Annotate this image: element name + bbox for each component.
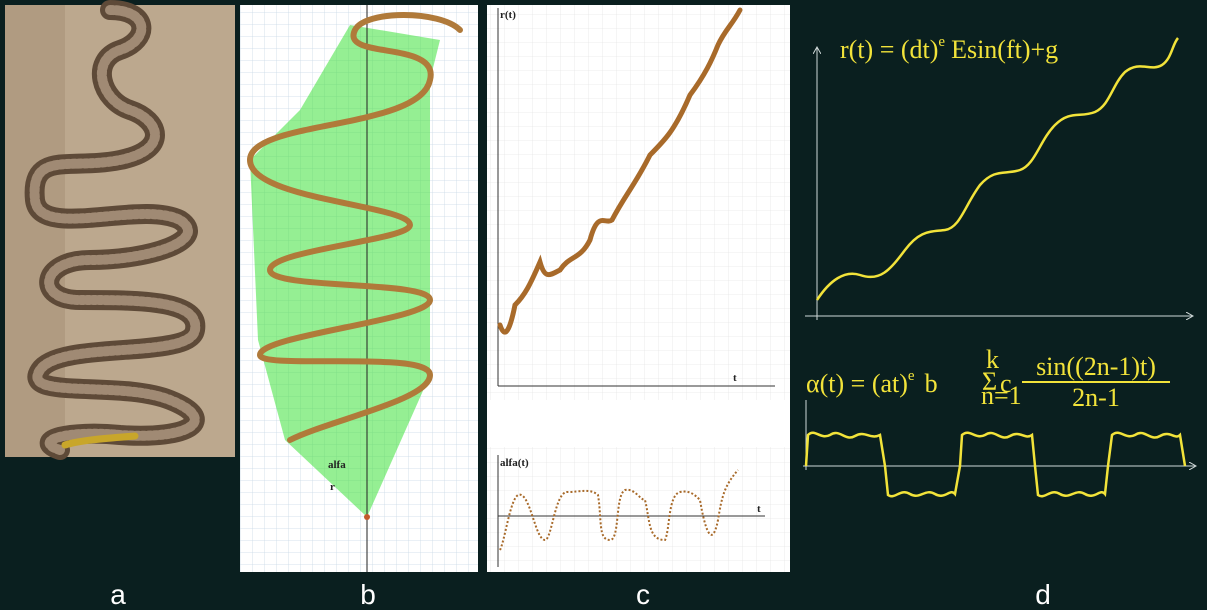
- formula-part: c: [1000, 369, 1012, 398]
- panel-a: [5, 5, 235, 457]
- panel-b: alfa r: [240, 5, 478, 572]
- x-axis-label: t: [757, 503, 761, 515]
- panel-label: c: [636, 579, 650, 610]
- formula-numerator: sin((2n-1)t): [1036, 352, 1156, 381]
- panel-c: r(t) t alfa(t) t: [487, 5, 790, 572]
- panel-label: a: [110, 579, 126, 610]
- formula-upper: k: [986, 345, 999, 374]
- formula-denominator: 2n-1: [1072, 383, 1120, 412]
- y-axis-label: r(t): [500, 9, 516, 21]
- formula-part: Esin(ft)+g: [951, 35, 1058, 64]
- annotation: r: [330, 481, 335, 493]
- panel-label: b: [360, 579, 376, 610]
- formula-sup: e: [908, 368, 915, 384]
- formula-part: b: [925, 369, 938, 398]
- formula-part: α(t) = (at): [806, 369, 908, 398]
- y-axis-label: alfa(t): [500, 457, 529, 469]
- figure: alfa r r(t) t alfa(t) t r(t) = (dt)eEsin…: [0, 0, 1207, 610]
- formula-part: r(t) = (dt): [840, 35, 938, 64]
- annotation: alfa: [328, 459, 346, 471]
- panel-label: d: [1035, 579, 1051, 610]
- formula-sup: e: [938, 34, 945, 50]
- x-axis-label: t: [733, 372, 737, 384]
